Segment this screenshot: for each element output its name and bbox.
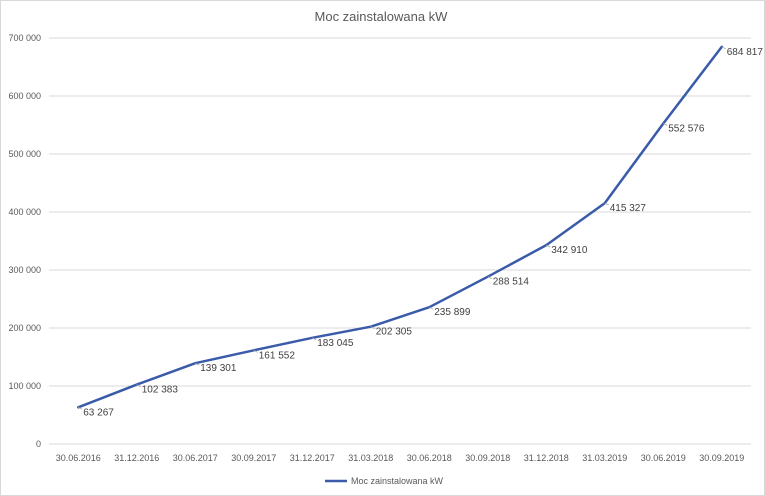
data-label-leader — [253, 349, 258, 353]
y-tick-label: 700 000 — [8, 33, 41, 43]
data-label: 139 301 — [200, 363, 237, 374]
x-tick-label: 31.03.2019 — [582, 453, 627, 463]
data-label: 63 267 — [83, 407, 114, 418]
data-label-leader — [370, 326, 375, 330]
series-line — [77, 45, 724, 409]
data-label: 202 305 — [376, 327, 413, 338]
data-label-leader — [429, 306, 434, 310]
data-label-leader — [546, 244, 551, 248]
x-tick-label: 31.03.2018 — [348, 453, 393, 463]
y-tick-label: 600 000 — [8, 91, 41, 101]
y-tick-label: 400 000 — [8, 207, 41, 217]
data-label-leader — [487, 276, 492, 280]
data-label: 552 576 — [668, 124, 705, 135]
data-label: 183 045 — [317, 338, 354, 349]
x-tick-label: 30.06.2017 — [173, 453, 218, 463]
data-label: 288 514 — [493, 277, 530, 288]
data-label: 235 899 — [434, 307, 471, 318]
y-tick-label: 300 000 — [8, 265, 41, 275]
data-label-leader — [721, 46, 726, 50]
y-tick-label: 100 000 — [8, 381, 41, 391]
x-tick-label: 30.09.2019 — [699, 453, 744, 463]
x-axis-ticks: 30.06.2016 31.12.2016 30.06.2017 30.09.2017… — [56, 453, 745, 463]
x-tick-label: 30.06.2016 — [56, 453, 101, 463]
data-label: 342 910 — [551, 245, 588, 256]
y-tick-label: 0 — [36, 439, 41, 449]
data-label: 415 327 — [610, 203, 647, 214]
y-tick-label: 500 000 — [8, 149, 41, 159]
legend-label: Moc zainstalowana kW — [351, 476, 444, 486]
legend: Moc zainstalowana kW — [325, 476, 444, 486]
data-label-leader — [663, 123, 668, 126]
data-label-leader — [136, 384, 141, 387]
y-axis-ticks: 0 100 000 200 000 300 000 400 000 500 000 600 … — [8, 33, 41, 449]
data-label-leader — [604, 202, 609, 206]
x-tick-label: 31.12.2017 — [290, 453, 335, 463]
data-label-leader — [195, 362, 200, 366]
x-tick-label: 31.12.2016 — [114, 453, 159, 463]
series-layer — [77, 45, 724, 409]
x-tick-label: 30.09.2018 — [465, 453, 510, 463]
x-tick-label: 30.06.2018 — [407, 453, 452, 463]
chart-title: Moc zainstalowana kW — [315, 9, 449, 24]
y-tick-label: 200 000 — [8, 323, 41, 333]
data-label-leader — [312, 337, 317, 341]
gridlines — [49, 37, 751, 445]
x-tick-label: 30.06.2019 — [641, 453, 686, 463]
data-label: 684 817 — [727, 47, 764, 58]
data-labels: 63 267 102 383 139 301 161 552 183 045 202 30… — [78, 46, 764, 418]
data-label: 102 383 — [142, 385, 179, 396]
data-label-leader — [78, 406, 83, 410]
data-label: 161 552 — [259, 350, 296, 361]
x-tick-label: 30.09.2017 — [231, 453, 276, 463]
x-tick-label: 31.12.2018 — [524, 453, 569, 463]
